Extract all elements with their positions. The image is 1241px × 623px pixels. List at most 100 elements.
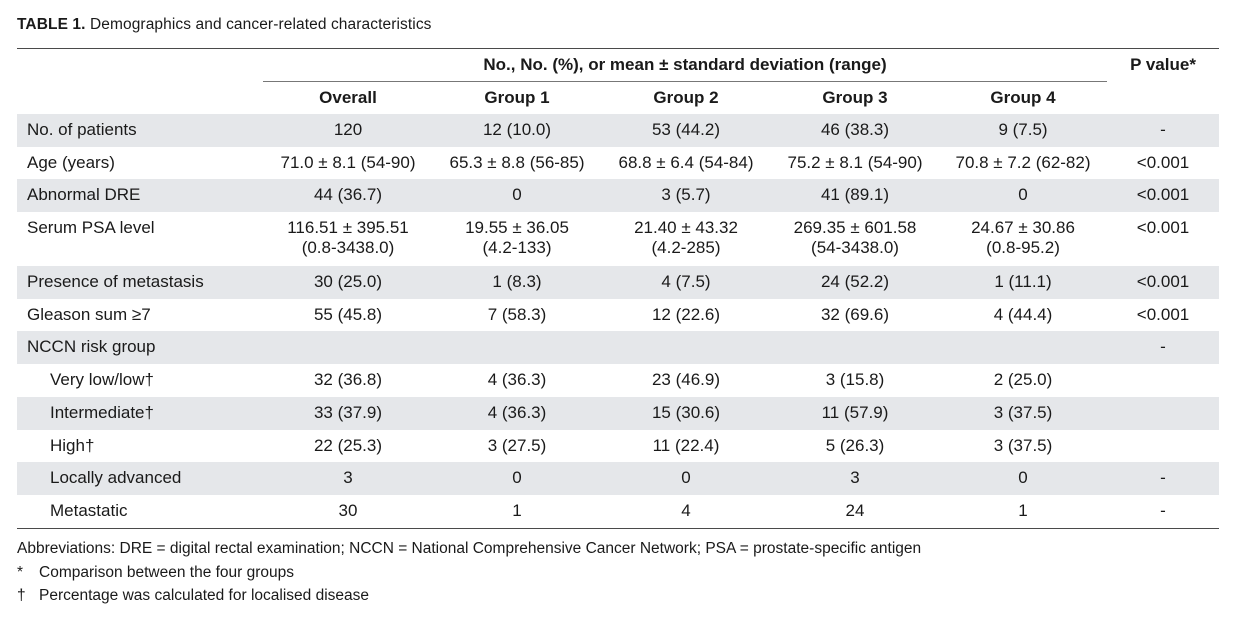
row-label: Age (years)	[17, 147, 263, 180]
table-row: Presence of metastasis 30 (25.0) 1 (8.3) 4 …	[17, 266, 1220, 299]
cell-value: 4 (7.5)	[661, 272, 711, 292]
table-row: Very low/low† 32 (36.8) 4 (36.3) 23 (46.9) 3…	[17, 364, 1219, 397]
p-value-text: -	[1160, 500, 1166, 520]
cell-value: 4 (36.3)	[487, 370, 547, 390]
row-label-text: High†	[50, 435, 95, 455]
table-row: Locally advanced 3 0 0 3 0 -	[17, 462, 1220, 495]
cell-value: 1	[1018, 500, 1028, 520]
cell-overall: 3	[263, 462, 433, 495]
cell-group-2: 3 (5.7)	[601, 179, 771, 213]
cell-group-1: 1	[433, 495, 601, 528]
cell-group-3: 5 (26.3)	[771, 430, 939, 463]
cell-value: 75.2 ± 8.1 (54-90)	[787, 152, 923, 172]
cell-value: 23 (46.9)	[651, 370, 721, 390]
cell-p-value: <0.001	[1107, 179, 1220, 213]
cell-group-4: 3 (37.5)	[939, 430, 1107, 463]
cell-value: 30 (25.0)	[313, 272, 383, 292]
cell-group-3: 3	[771, 462, 939, 495]
row-label: Presence of metastasis	[17, 266, 263, 299]
cell-value: 22 (25.3)	[313, 435, 383, 455]
cell-group-4: 24.67 ± 30.86 (0.8-95.2)	[939, 212, 1107, 266]
cell-value: 116.51 ± 395.51	[287, 218, 409, 238]
row-label: Very low/low†	[17, 364, 263, 397]
cell-overall: 120	[263, 114, 433, 147]
cell-overall: 30	[263, 495, 433, 528]
cell-value: 21.40 ± 43.32	[634, 218, 738, 238]
cell-range: (54-3438.0)	[811, 238, 899, 258]
p-value-text	[1107, 364, 1219, 370]
table-body: No. of patients 120 12 (10.0) 53 (44.2) 46 (…	[17, 114, 1220, 528]
header-p-value: P value*	[1130, 55, 1196, 75]
row-label: No. of patients	[17, 114, 263, 147]
cell-value: 0	[1018, 185, 1028, 205]
cell-value: 4 (36.3)	[487, 402, 547, 422]
cell-value: 0	[512, 468, 522, 488]
cell-overall: 116.51 ± 395.51 (0.8-3438.0)	[263, 212, 433, 266]
cell-p-value: -	[1107, 114, 1220, 147]
cell-group-1: 65.3 ± 8.8 (56-85)	[433, 147, 601, 180]
cell-group-2: 12 (22.6)	[601, 299, 771, 332]
cell-value: 4 (44.4)	[993, 304, 1053, 324]
header-group-2: Group 2	[653, 88, 719, 107]
cell-overall: 22 (25.3)	[263, 430, 433, 463]
p-value-text: -	[1160, 120, 1166, 139]
cell-value: 3 (37.5)	[993, 435, 1053, 455]
cell-value	[939, 331, 1107, 337]
table-row: Gleason sum ≥7 55 (45.8) 7 (58.3) 12 (22.6)…	[17, 299, 1219, 332]
row-label-text: NCCN risk group	[27, 337, 156, 357]
p-value-text: <0.001	[1136, 272, 1190, 292]
cell-value: 15 (30.6)	[651, 402, 721, 422]
table-row: High† 22 (25.3) 3 (27.5) 11 (22.4) 5 (26.3) 3…	[17, 430, 1219, 463]
cell-p-value: -	[1107, 495, 1219, 528]
cell-value: 44 (36.7)	[313, 185, 383, 205]
cell-p-value: -	[1107, 331, 1220, 365]
cell-value: 0	[681, 468, 691, 488]
cell-p-value: <0.001	[1107, 299, 1219, 332]
table-row: No. of patients 120 12 (10.0) 53 (44.2) 46 (…	[17, 114, 1220, 147]
cell-overall: 55 (45.8)	[263, 299, 433, 332]
cell-group-3: 3 (15.8)	[771, 364, 939, 397]
cell-value: 3 (37.5)	[993, 402, 1053, 422]
footnote-asterisk-text: Comparison between the four groups	[39, 563, 295, 581]
cell-group-4: 70.8 ± 7.2 (62-82)	[939, 147, 1107, 180]
table-footnotes: Abbreviations: DRE = digital rectal exam…	[17, 537, 921, 608]
cell-value: 70.8 ± 7.2 (62-82)	[955, 152, 1091, 172]
cell-value: 65.3 ± 8.8 (56-85)	[449, 152, 585, 172]
row-label-text: Serum PSA level	[27, 218, 155, 238]
row-label-text: Very low/low†	[50, 370, 154, 390]
abbreviations-note: Abbreviations: DRE = digital rectal exam…	[17, 540, 922, 557]
row-label-text: No. of patients	[27, 120, 137, 139]
row-label-text: Metastatic	[50, 500, 128, 520]
cell-group-2: 23 (46.9)	[601, 364, 771, 397]
cell-group-4	[939, 331, 1108, 365]
cell-group-2	[601, 331, 771, 365]
cell-p-value: <0.001	[1107, 212, 1219, 266]
p-value-text: <0.001	[1136, 304, 1190, 324]
cell-group-2: 53 (44.2)	[601, 114, 771, 147]
header-measure-span: No., No. (%), or mean ± standard deviati…	[263, 48, 1108, 82]
cell-value: 32 (69.6)	[820, 304, 890, 324]
cell-value: 5 (26.3)	[825, 435, 885, 455]
cell-overall: 32 (36.8)	[263, 364, 433, 397]
row-label: Metastatic	[17, 495, 263, 528]
cell-range: (0.8-3438.0)	[301, 238, 395, 258]
cell-group-3: 75.2 ± 8.1 (54-90)	[771, 147, 939, 180]
cell-value: 1 (11.1)	[994, 272, 1052, 292]
cell-overall: 44 (36.7)	[263, 179, 433, 213]
row-label-text: Abnormal DRE	[27, 185, 141, 205]
cell-value: 3	[343, 468, 353, 488]
cell-group-2: 21.40 ± 43.32 (4.2-285)	[601, 212, 771, 266]
cell-value: 7 (58.3)	[487, 304, 547, 324]
cell-group-3: 24	[771, 495, 939, 528]
asterisk-mark: *	[17, 563, 24, 581]
table-caption: TABLE 1. Demographics and cancer-related…	[17, 16, 432, 34]
cell-value: 46 (38.3)	[820, 120, 890, 139]
row-label-text: Age (years)	[27, 152, 115, 172]
cell-value: 3 (15.8)	[825, 370, 885, 390]
cell-value: 3	[850, 468, 860, 488]
footnote-dagger-text: Percentage was calculated for localised …	[39, 587, 369, 604]
cell-value: 30	[338, 500, 358, 520]
cell-p-value: <0.001	[1107, 147, 1219, 180]
header-overall: Overall	[319, 88, 377, 107]
cell-group-3: 269.35 ± 601.58 (54-3438.0)	[771, 212, 939, 266]
